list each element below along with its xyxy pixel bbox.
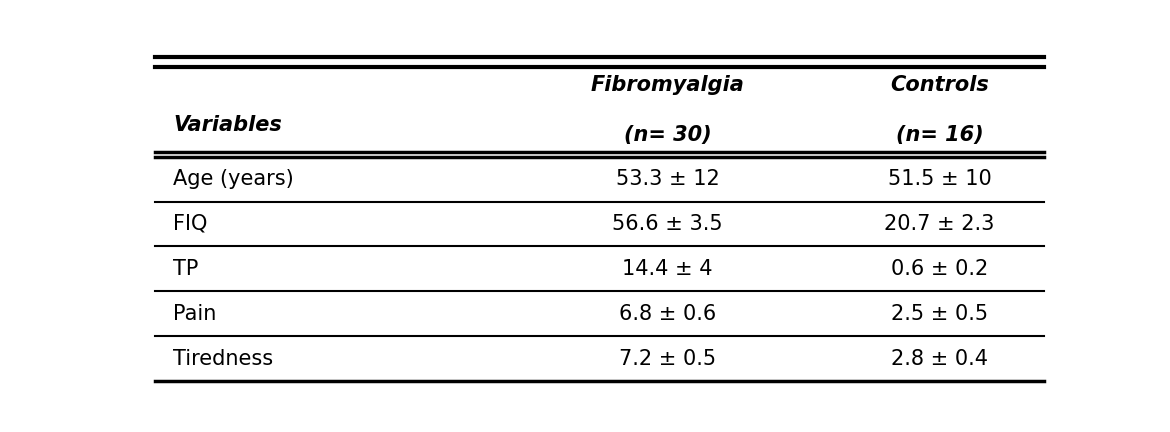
Text: Age (years): Age (years)	[173, 169, 294, 189]
Text: 2.8 ± 0.4: 2.8 ± 0.4	[892, 349, 989, 368]
Text: 14.4 ± 4: 14.4 ± 4	[622, 259, 713, 279]
Text: 7.2 ± 0.5: 7.2 ± 0.5	[619, 349, 716, 368]
Text: Pain: Pain	[173, 304, 216, 324]
Text: (n= 30): (n= 30)	[624, 125, 711, 145]
Text: 0.6 ± 0.2: 0.6 ± 0.2	[892, 259, 989, 279]
Text: Variables: Variables	[173, 115, 282, 135]
Text: FIQ: FIQ	[173, 214, 208, 234]
Text: Controls: Controls	[890, 75, 989, 95]
Text: 51.5 ± 10: 51.5 ± 10	[888, 169, 991, 189]
Text: 53.3 ± 12: 53.3 ± 12	[615, 169, 720, 189]
Text: TP: TP	[173, 259, 199, 279]
Text: Tiredness: Tiredness	[173, 349, 274, 368]
Text: 2.5 ± 0.5: 2.5 ± 0.5	[892, 304, 989, 324]
Text: (n= 16): (n= 16)	[896, 125, 984, 145]
Text: 20.7 ± 2.3: 20.7 ± 2.3	[885, 214, 994, 234]
Text: 56.6 ± 3.5: 56.6 ± 3.5	[612, 214, 723, 234]
Text: 6.8 ± 0.6: 6.8 ± 0.6	[619, 304, 716, 324]
Text: Fibromyalgia: Fibromyalgia	[591, 75, 744, 95]
